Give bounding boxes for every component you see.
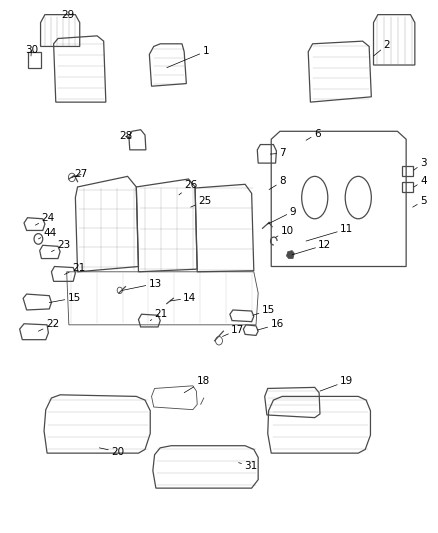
Text: 26: 26 <box>179 180 198 195</box>
Text: 21: 21 <box>150 309 168 320</box>
Text: 19: 19 <box>320 376 353 391</box>
Text: 13: 13 <box>122 279 162 290</box>
Polygon shape <box>286 251 294 259</box>
Text: 9: 9 <box>268 207 296 224</box>
Text: 21: 21 <box>64 263 85 274</box>
Text: 22: 22 <box>39 319 59 331</box>
Text: 2: 2 <box>374 40 390 56</box>
Text: 24: 24 <box>35 213 55 225</box>
Text: 5: 5 <box>413 196 427 207</box>
Text: 14: 14 <box>170 293 197 303</box>
Text: 6: 6 <box>306 128 321 140</box>
Text: 23: 23 <box>51 240 71 252</box>
Text: 16: 16 <box>257 319 284 330</box>
Text: 15: 15 <box>49 293 81 303</box>
Text: 30: 30 <box>25 45 38 56</box>
Text: 8: 8 <box>269 176 286 190</box>
Text: 11: 11 <box>306 224 353 241</box>
Text: 25: 25 <box>191 196 212 207</box>
Text: 7: 7 <box>270 148 286 158</box>
Text: 15: 15 <box>253 305 275 316</box>
Text: 44: 44 <box>39 228 57 239</box>
Text: 29: 29 <box>61 10 75 20</box>
Text: 10: 10 <box>276 225 294 237</box>
Text: 3: 3 <box>414 158 427 170</box>
Bar <box>402 166 413 176</box>
Bar <box>402 182 413 192</box>
Text: 18: 18 <box>184 376 210 393</box>
Text: 4: 4 <box>414 176 427 187</box>
Text: 27: 27 <box>72 169 88 180</box>
Text: 28: 28 <box>119 131 132 141</box>
Text: 17: 17 <box>223 325 244 336</box>
Text: 31: 31 <box>239 461 258 471</box>
Text: 20: 20 <box>99 447 124 457</box>
Text: 12: 12 <box>292 240 332 255</box>
Text: 1: 1 <box>167 46 209 68</box>
